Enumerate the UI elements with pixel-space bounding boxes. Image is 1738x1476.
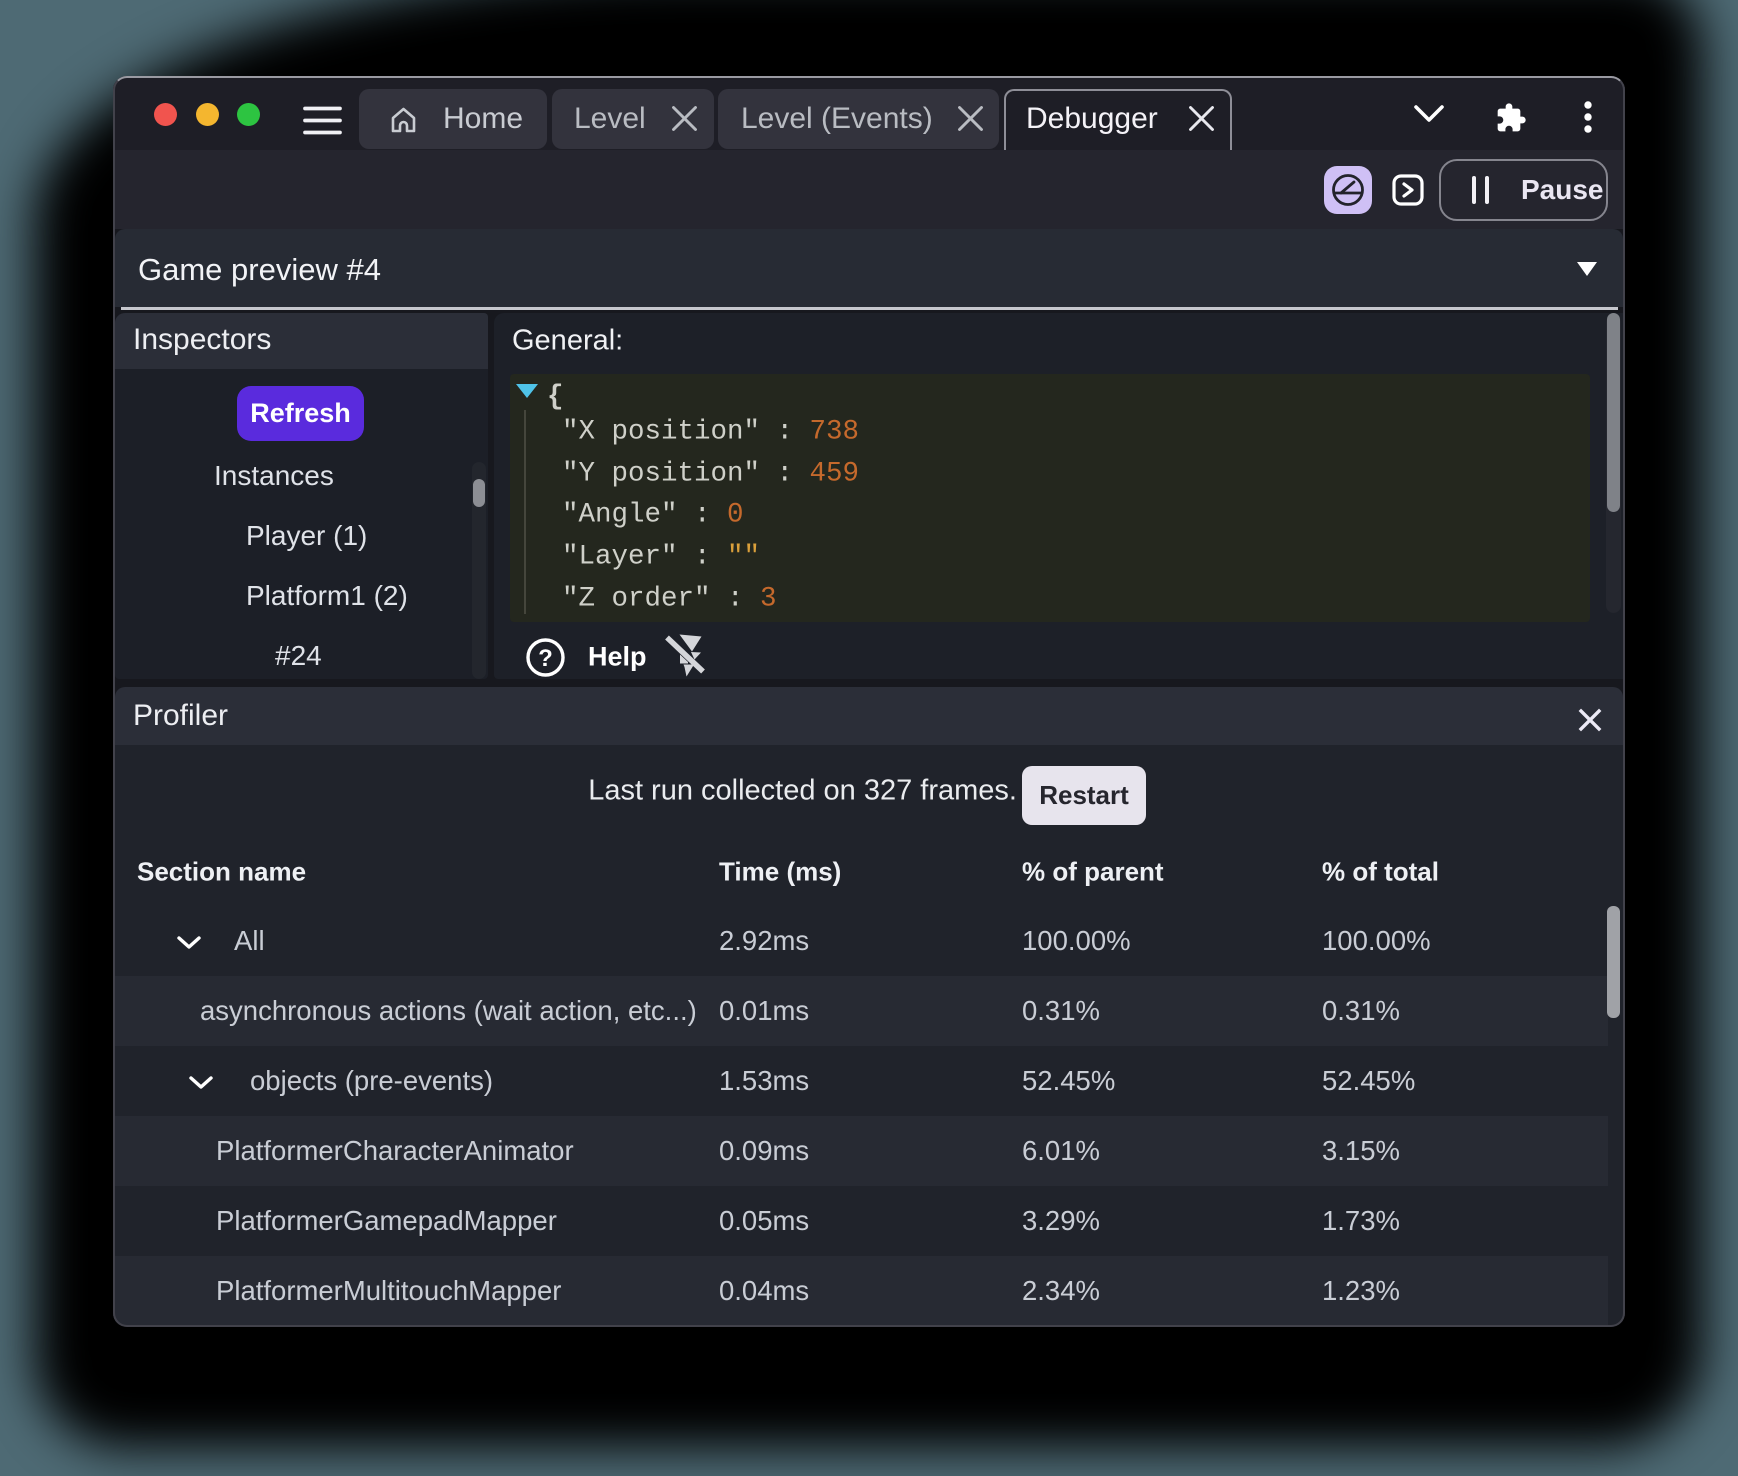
svg-text:?: ? bbox=[538, 645, 553, 672]
